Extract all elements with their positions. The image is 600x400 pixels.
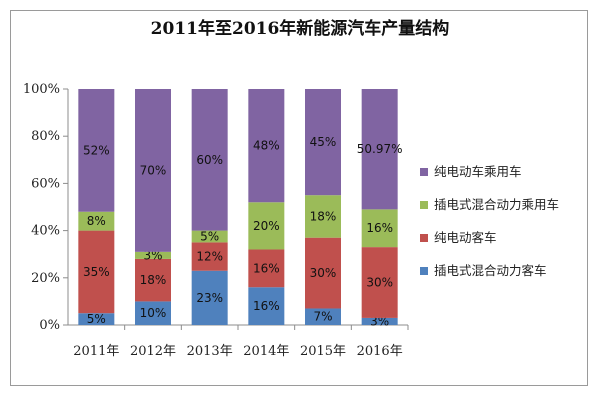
bar-segment bbox=[191, 89, 228, 231]
data-label: 35% bbox=[83, 265, 110, 279]
data-label: 50.97% bbox=[357, 142, 403, 156]
bar-segment bbox=[135, 89, 171, 252]
y-tick-label: 20% bbox=[31, 271, 60, 286]
bar-segment bbox=[305, 89, 341, 196]
bar-segment bbox=[191, 242, 228, 271]
data-label: 8% bbox=[87, 214, 106, 228]
bar-segment bbox=[135, 251, 171, 259]
x-tick-label: 2013年 bbox=[187, 344, 233, 359]
y-tick-label: 0% bbox=[39, 318, 60, 333]
bar-segment bbox=[135, 301, 171, 325]
legend-swatch bbox=[420, 234, 428, 242]
x-tick-label: 2012年 bbox=[130, 344, 176, 359]
bar-segment bbox=[78, 211, 115, 231]
bar-segment bbox=[248, 202, 285, 250]
bar-segment bbox=[305, 308, 341, 325]
legend-item: 纯电动车乘用车 bbox=[434, 164, 522, 179]
y-tick-label: 100% bbox=[23, 82, 60, 97]
data-label: 23% bbox=[196, 291, 223, 305]
data-label: 20% bbox=[253, 219, 280, 233]
data-label: 5% bbox=[200, 230, 219, 244]
bar-segment bbox=[78, 313, 115, 325]
data-label: 5% bbox=[87, 312, 106, 326]
legend-swatch bbox=[420, 201, 428, 209]
data-label: 52% bbox=[83, 143, 110, 157]
x-tick-label: 2015年 bbox=[300, 344, 346, 359]
bar-segment bbox=[248, 287, 285, 325]
y-tick-label: 80% bbox=[31, 129, 60, 144]
data-label: 60% bbox=[196, 153, 223, 167]
x-tick-label: 2014年 bbox=[243, 344, 289, 359]
y-tick-label: 40% bbox=[31, 224, 60, 239]
data-label: 16% bbox=[366, 221, 393, 235]
data-label: 3% bbox=[370, 314, 389, 328]
data-label: 30% bbox=[366, 276, 393, 290]
bar-segment bbox=[78, 89, 115, 212]
data-label: 48% bbox=[253, 139, 280, 153]
bar-segment bbox=[361, 247, 398, 318]
legend-swatch bbox=[420, 168, 428, 176]
bar-segment bbox=[305, 237, 341, 309]
data-label: 18% bbox=[310, 209, 337, 223]
y-tick-label: 60% bbox=[31, 176, 60, 191]
legend-item: 纯电动客车 bbox=[434, 230, 497, 245]
data-label: 7% bbox=[313, 310, 332, 324]
bar-segment bbox=[361, 209, 398, 248]
data-label: 10% bbox=[140, 306, 167, 320]
data-label: 16% bbox=[253, 299, 280, 313]
chart-title: 2011年至2016年新能源汽车产量结构 bbox=[150, 19, 450, 39]
legend-swatch bbox=[420, 267, 428, 275]
bar-segment bbox=[135, 258, 171, 302]
data-label: 70% bbox=[140, 163, 167, 177]
legend-item: 插电式混合动力客车 bbox=[434, 263, 547, 278]
data-label: 16% bbox=[253, 261, 280, 275]
bar-segment bbox=[191, 230, 228, 243]
data-label: 12% bbox=[196, 250, 223, 264]
bar-segment bbox=[361, 317, 398, 325]
bar-segment bbox=[191, 270, 228, 325]
bar-segment bbox=[305, 195, 341, 238]
data-label: 45% bbox=[310, 135, 337, 149]
legend-item: 插电式混合动力乘用车 bbox=[434, 197, 559, 212]
data-label: 30% bbox=[310, 266, 337, 280]
bar-segment bbox=[78, 230, 115, 314]
x-tick-label: 2016年 bbox=[357, 344, 403, 359]
bar-segment bbox=[361, 89, 398, 210]
x-tick-label: 2011年 bbox=[73, 344, 119, 359]
bar-segment bbox=[248, 89, 285, 203]
bar-segment bbox=[248, 249, 285, 288]
data-label: 18% bbox=[140, 273, 167, 287]
data-label: 3% bbox=[143, 248, 162, 262]
